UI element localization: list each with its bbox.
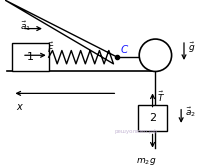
Text: $\vec{a}_2$: $\vec{a}_2$: [185, 106, 196, 119]
Text: решуолимп.рф: решуолимп.рф: [115, 129, 158, 134]
Text: $\vec{T}$: $\vec{T}$: [157, 90, 165, 104]
Text: 2: 2: [149, 113, 156, 123]
Bar: [13, 43, 49, 71]
Text: 1: 1: [27, 52, 34, 62]
Text: $\vec{g}$: $\vec{g}$: [188, 40, 195, 55]
Text: $x$: $x$: [16, 102, 24, 112]
Text: C: C: [120, 45, 127, 55]
Text: $\vec{a}_1$: $\vec{a}_1$: [20, 19, 31, 33]
Bar: [138, 105, 167, 132]
Circle shape: [139, 39, 172, 71]
Text: $m_2 g$: $m_2 g$: [136, 156, 156, 167]
Text: $\vec{F}$: $\vec{F}$: [47, 41, 54, 55]
